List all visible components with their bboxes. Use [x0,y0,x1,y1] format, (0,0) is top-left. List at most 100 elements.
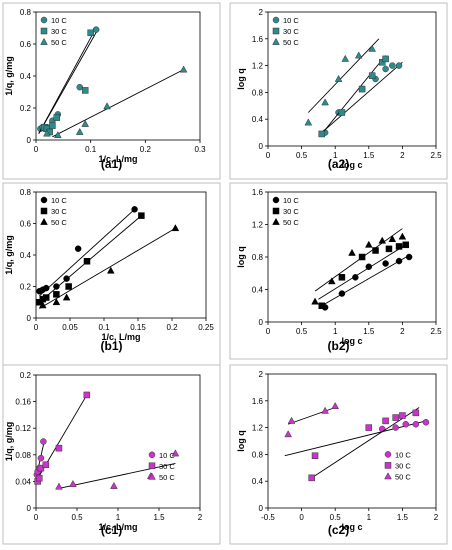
data-point [74,245,82,252]
data-point [354,51,363,59]
data-point [399,412,406,419]
data-point [54,131,62,139]
series-30-C [308,407,420,482]
data-point [37,454,45,462]
data-point [405,253,413,261]
data-point [52,298,61,306]
y-tick-label: 0 [259,142,264,151]
data-point [382,260,389,267]
x-tick-label: 0.1 [85,145,97,154]
y-tick-label: 1.2 [252,424,264,433]
chart-frame [229,2,448,180]
data-point [398,232,407,240]
fit-line [288,407,336,425]
y-tick-label: 0.08 [15,451,31,460]
data-point [65,283,72,290]
data-point [110,481,118,489]
chart-frame [229,182,448,360]
x-tick-label: 0.5 [71,513,83,522]
legend-marker [148,451,156,459]
legend-marker [40,207,48,215]
panel-caption: (a2) [328,157,349,171]
series-50-C [38,224,180,309]
y-tick-label: 0.8 [252,88,264,97]
data-point [395,62,403,69]
legend-marker [40,196,48,204]
data-point [358,85,366,93]
x-tick-label: 1 [333,327,338,336]
legend-marker [272,16,280,24]
y-tick-label: 0.4 [252,115,264,124]
data-point [83,391,91,399]
data-point [308,474,315,482]
data-point [131,206,138,213]
y-tick-label: 0.2 [20,104,32,113]
legend-label: 10 C [283,196,299,205]
x-tick-label: 2 [198,513,203,522]
x-tick-label: 0 [34,513,39,522]
y-tick-label: 0 [259,504,264,513]
x-tick-label: 2 [400,151,405,160]
y-tick-label: 0 [27,314,32,323]
y-tick-label: 0.4 [20,72,32,81]
y-tick-label: 0.4 [252,286,264,295]
panel-caption: (b2) [327,339,349,353]
series-30-C [36,212,145,306]
series-50-C [55,449,180,490]
data-point [311,297,319,305]
x-tick-label: 0.5 [296,151,308,160]
x-tick-label: 0.05 [62,323,78,332]
data-point [106,266,115,274]
x-axis-label: log c [341,160,362,170]
series-50-C [284,402,340,438]
x-axis-label: log c [341,522,362,532]
data-point [422,418,430,426]
data-point [75,127,84,135]
legend-marker [384,462,392,469]
y-tick-label: 2 [259,370,264,379]
x-tick-label: 1 [367,513,372,522]
legend-marker [40,27,48,35]
data-point [395,257,403,265]
legend: 10 C 30 C 50 C [40,16,67,47]
x-tick-label: 0.1 [98,323,110,332]
y-tick-label: 0 [27,504,32,513]
data-point [87,29,94,37]
chart-a1: 0 0.1 0.2 0.3 0 0.2 0.4 0.6 0.8 1/c, L/mg 1/q, g/m… [2,2,221,180]
data-point [365,424,373,431]
y-axis-label: 1/q, g/mg [4,56,14,96]
x-axis-label: log c [341,336,362,346]
data-point [55,444,63,452]
data-point [76,83,83,91]
legend-label: 30 C [159,462,175,471]
fit-line [314,228,403,292]
data-point [92,26,100,33]
series-10-C [284,418,430,457]
fit-line [39,215,142,303]
x-tick-label: 0 [34,145,39,154]
legend-label: 50 C [283,218,299,227]
fit-line [38,32,94,134]
y-tick-label: 0.12 [15,424,31,433]
y-tick-label: 1.6 [252,397,264,406]
y-tick-label: 2 [259,8,264,17]
legend-label: 10 C [51,16,67,25]
data-point [402,241,410,249]
y-tick-label: 0.4 [252,477,264,486]
data-point [43,129,51,137]
legend-label: 10 C [395,450,411,459]
data-point [318,130,326,138]
data-point [378,59,386,66]
plot-area [267,11,437,147]
data-point [364,240,373,248]
data-point [388,235,397,242]
legend: 10 C 30 C 50 C [272,196,299,227]
data-point [392,424,399,431]
x-tick-label: 1 [333,151,338,160]
y-tick-label: 0.8 [20,188,32,197]
legend-marker [272,207,280,215]
chart-frame [229,364,448,545]
data-point [382,65,389,73]
legend-label: 30 C [51,27,67,36]
